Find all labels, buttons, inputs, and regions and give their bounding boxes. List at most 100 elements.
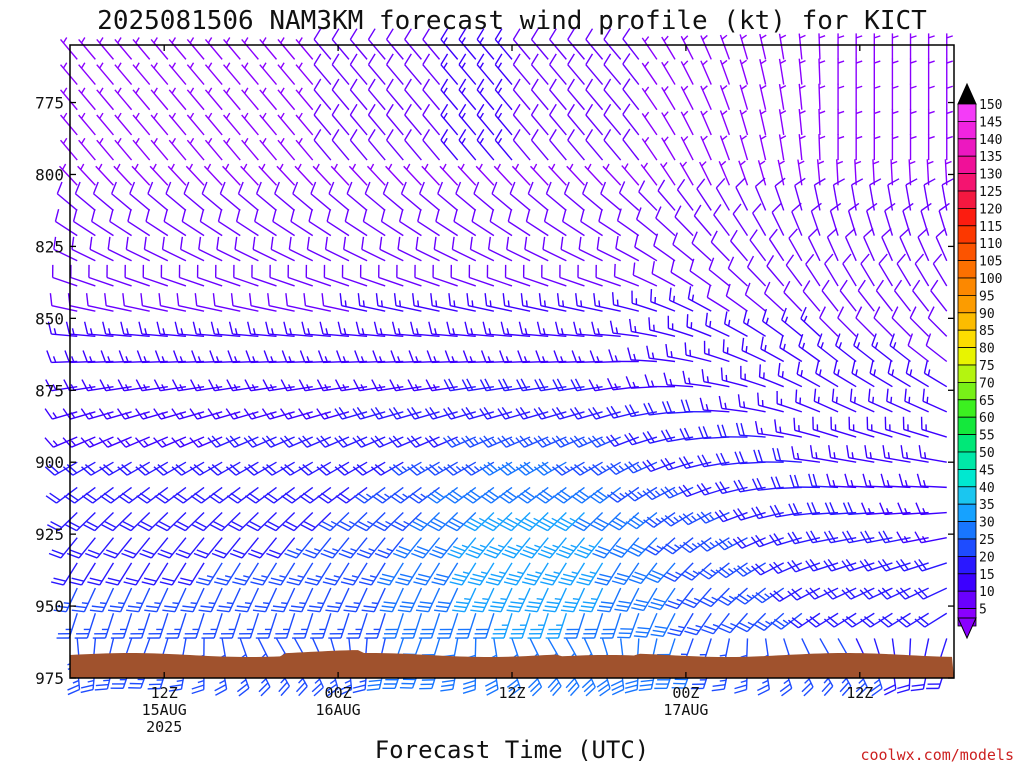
wind-barb: [437, 181, 459, 211]
wind-barb: [585, 129, 604, 161]
wind-barb: [98, 436, 132, 448]
wind-barb: [560, 587, 586, 613]
wind-barb: [59, 62, 78, 86]
wind-barb: [370, 406, 404, 420]
wind-barb: [489, 209, 513, 237]
wind-barb: [83, 321, 114, 338]
wind-barb: [392, 537, 422, 559]
wind-barb: [353, 486, 386, 504]
wind-barb: [909, 134, 917, 161]
wind-barb: [407, 461, 440, 476]
wind-barb: [234, 236, 259, 262]
wind-barb: [680, 35, 694, 60]
wind-barb: [135, 408, 169, 420]
x-tick-label: 00Z: [325, 684, 352, 702]
wind-barb: [769, 533, 803, 546]
wind-barb: [359, 264, 386, 287]
wind-barb: [530, 53, 549, 86]
wind-barb: [388, 435, 422, 448]
wind-barb: [153, 379, 187, 392]
wind-barb: [295, 62, 314, 86]
wind-barb: [403, 163, 422, 186]
wind-barb: [836, 159, 844, 186]
colorbar-label: 120: [979, 202, 1002, 217]
y-tick-label: 775: [35, 94, 64, 113]
wind-barb: [732, 203, 749, 237]
wind-barb: [798, 108, 806, 135]
colorbar-label: 10: [979, 585, 995, 600]
wind-barb: [56, 613, 78, 639]
wind-barb: [556, 537, 586, 559]
wind-barb: [136, 486, 169, 504]
wind-barb: [754, 177, 767, 211]
wind-barb: [552, 378, 585, 392]
wind-barb: [855, 83, 863, 110]
wind-barb: [317, 486, 350, 504]
wind-barb: [395, 562, 423, 586]
wind-barb: [98, 408, 132, 420]
wind-barb: [914, 531, 947, 544]
wind-barb: [334, 379, 368, 392]
wind-barb: [663, 562, 694, 582]
colorbar-label: 50: [979, 446, 995, 461]
wind-barb: [307, 587, 332, 613]
wind-barb: [593, 293, 621, 312]
wind-barb: [872, 159, 880, 186]
wind-barb: [435, 209, 459, 237]
wind-barb: [382, 613, 404, 639]
wind-barb: [794, 177, 806, 211]
wind-barb: [285, 293, 313, 312]
wind-barb: [592, 537, 622, 559]
wind-barb: [287, 264, 313, 287]
x-tick-label: 16AUG: [316, 701, 361, 719]
wind-barb: [354, 512, 386, 532]
colorbar-max-arrow: [957, 82, 977, 105]
wind-barb: [603, 53, 622, 86]
wind-barb: [397, 587, 423, 613]
wind-barb: [195, 562, 223, 586]
wind-barb: [107, 587, 133, 613]
wind-barb: [69, 562, 96, 586]
wind-barb: [760, 336, 785, 363]
wind-barb: [914, 253, 930, 287]
wind-barb: [574, 537, 604, 559]
wind-barb: [181, 209, 205, 237]
wind-barb: [250, 562, 278, 586]
wind-barb: [543, 209, 567, 237]
wind-barb: [699, 161, 712, 186]
wind-barb: [353, 379, 386, 392]
colorbar-label: 65: [979, 394, 995, 409]
wind-barb: [147, 181, 169, 211]
wind-barb: [295, 87, 314, 111]
wind-barb: [896, 253, 912, 287]
wind-barb: [899, 227, 912, 262]
wind-barb: [791, 202, 803, 236]
wind-barb: [481, 512, 513, 532]
wind-barb: [90, 209, 114, 237]
wind-barb: [295, 137, 314, 161]
wind-barb: [92, 181, 114, 211]
wind-barb: [440, 53, 459, 86]
wind-barb: [798, 58, 806, 85]
wind-barb: [415, 236, 440, 262]
wind-barb: [282, 512, 314, 532]
wind-barb: [367, 53, 386, 86]
wind-barb: [300, 512, 332, 532]
wind-barb: [727, 256, 748, 287]
wind-barb: [214, 264, 241, 287]
wind-barb: [857, 279, 875, 312]
wind-barb: [739, 134, 749, 161]
wind-barb: [488, 587, 513, 613]
wind-barb: [479, 378, 513, 392]
wind-barb: [837, 134, 845, 161]
wind-barb: [114, 112, 133, 136]
wind-barb: [819, 306, 839, 337]
wind-barb: [422, 129, 441, 161]
wind-barb: [331, 78, 350, 111]
wind-barb: [259, 87, 278, 111]
wind-barb: [386, 28, 404, 60]
wind-barb: [476, 129, 495, 161]
wind-barb: [779, 335, 803, 363]
wind-barb: [219, 181, 241, 211]
